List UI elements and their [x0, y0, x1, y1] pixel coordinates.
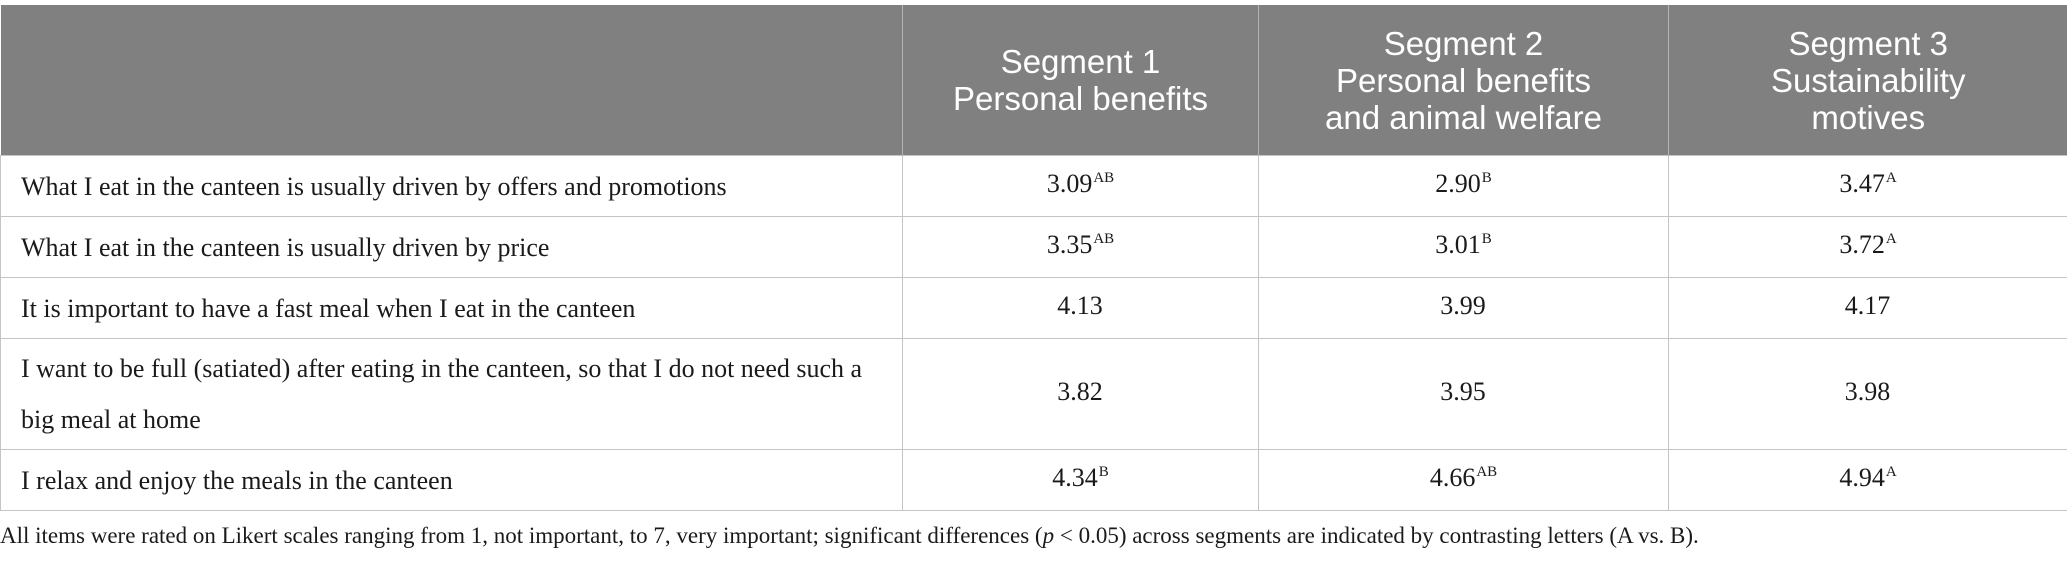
- header-item-column: [0, 5, 903, 156]
- header-line: Personal benefits: [953, 80, 1208, 117]
- results-table-container: Segment 1 Personal benefits Segment 2 Pe…: [0, 5, 2067, 511]
- header-line: Segment 2: [1383, 24, 1544, 62]
- value: 3.95: [1440, 377, 1486, 406]
- header-line: Segment 1: [1000, 43, 1161, 80]
- value-cell: 2.90B: [1258, 155, 1669, 217]
- value-cell: 3.35AB: [902, 216, 1259, 278]
- value: 3.99: [1440, 291, 1486, 320]
- table-row: It is important to have a fast meal when…: [0, 277, 2067, 339]
- value-cell: 4.34B: [902, 449, 1259, 511]
- value: 3.47: [1839, 169, 1885, 198]
- header-line: and animal welfare: [1325, 98, 1602, 136]
- value-cell: 4.17: [1668, 277, 2067, 339]
- value: 4.17: [1844, 291, 1891, 320]
- footnote-p-symbol: p: [1042, 523, 1055, 548]
- value-cell: 4.94A: [1668, 449, 2067, 511]
- significance-letters: B: [1481, 170, 1492, 186]
- header-line: Personal benefits: [1336, 61, 1591, 99]
- value-cell: 4.66AB: [1258, 449, 1669, 511]
- table-row: What I eat in the canteen is usually dri…: [0, 216, 2067, 278]
- value-cell: 3.72A: [1668, 216, 2067, 278]
- significance-letters: AB: [1093, 231, 1115, 247]
- footnote-text-start: All items were rated on Likert scales ra…: [0, 523, 1043, 548]
- value: 3.82: [1057, 377, 1103, 406]
- item-label: I want to be full (satiated) after eatin…: [0, 338, 903, 450]
- results-table: Segment 1 Personal benefits Segment 2 Pe…: [0, 5, 2067, 511]
- significance-letters: B: [1098, 464, 1109, 480]
- significance-letters: A: [1885, 464, 1897, 480]
- table-footnote: All items were rated on Likert scales ra…: [0, 523, 2067, 549]
- header-line: Segment 3: [1788, 24, 1949, 62]
- value-cell: 3.99: [1258, 277, 1669, 339]
- header-segment-2: Segment 2 Personal benefits and animal w…: [1258, 5, 1669, 156]
- value: 4.13: [1057, 291, 1103, 320]
- value: 2.90: [1435, 169, 1481, 198]
- value-cell: 3.09AB: [902, 155, 1259, 217]
- value-cell: 3.98: [1668, 338, 2067, 450]
- significance-letters: AB: [1093, 170, 1115, 186]
- item-label: It is important to have a fast meal when…: [0, 277, 903, 339]
- header-segment-3: Segment 3 Sustainability motives: [1668, 5, 2067, 156]
- header-line: motives: [1811, 98, 1926, 136]
- table-row: I relax and enjoy the meals in the cante…: [0, 449, 2067, 511]
- item-label: What I eat in the canteen is usually dri…: [0, 155, 903, 217]
- value-cell: 3.47A: [1668, 155, 2067, 217]
- value-cell: 3.95: [1258, 338, 1669, 450]
- value: 3.01: [1435, 230, 1481, 259]
- value: 4.34: [1052, 463, 1098, 492]
- header-row: Segment 1 Personal benefits Segment 2 Pe…: [0, 5, 2067, 156]
- item-label: I relax and enjoy the meals in the cante…: [0, 449, 903, 511]
- significance-letters: A: [1885, 231, 1897, 247]
- header-line: Sustainability: [1771, 61, 1966, 99]
- value: 4.66: [1429, 463, 1476, 492]
- significance-letters: A: [1885, 170, 1897, 186]
- significance-letters: AB: [1476, 464, 1498, 480]
- item-label: What I eat in the canteen is usually dri…: [0, 216, 903, 278]
- table-row: I want to be full (satiated) after eatin…: [0, 338, 2067, 450]
- value: 3.35: [1046, 230, 1093, 259]
- value: 3.72: [1839, 230, 1885, 259]
- value: 3.98: [1844, 377, 1891, 406]
- footnote-text-end: < 0.05) across segments are indicated by…: [1054, 523, 1699, 548]
- significance-letters: B: [1481, 231, 1492, 247]
- value: 4.94: [1839, 463, 1885, 492]
- value-cell: 3.01B: [1258, 216, 1669, 278]
- header-segment-1: Segment 1 Personal benefits: [902, 5, 1259, 156]
- table-row: What I eat in the canteen is usually dri…: [0, 155, 2067, 217]
- value-cell: 3.82: [902, 338, 1259, 450]
- value: 3.09: [1046, 169, 1093, 198]
- value-cell: 4.13: [902, 277, 1259, 339]
